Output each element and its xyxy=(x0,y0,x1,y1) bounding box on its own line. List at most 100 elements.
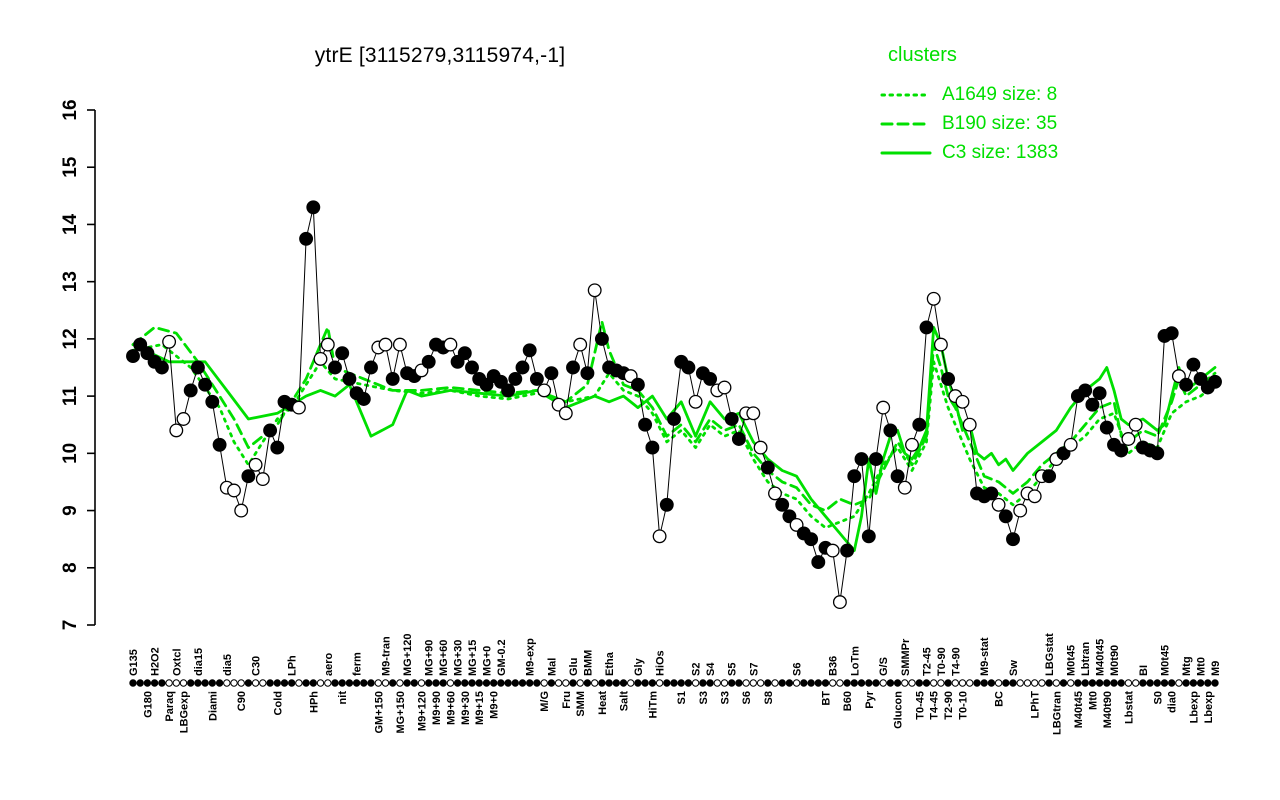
x-axis-label: MG+30 xyxy=(453,640,465,676)
data-point xyxy=(804,532,819,547)
x-axis-label: SMM xyxy=(575,691,587,717)
sample-marker xyxy=(865,679,873,687)
sample-marker xyxy=(1132,679,1140,687)
y-tick-label: 8 xyxy=(60,562,81,573)
data-point xyxy=(1006,532,1020,547)
data-point xyxy=(421,354,436,369)
data-point xyxy=(717,380,732,395)
data-point xyxy=(385,371,400,386)
x-axis-label: Diami xyxy=(207,691,219,721)
sample-marker xyxy=(201,679,209,687)
data-point xyxy=(897,480,912,495)
sample-marker xyxy=(619,679,628,687)
sample-marker xyxy=(785,679,794,687)
sample-marker xyxy=(1153,679,1162,687)
x-axis-label: G/S xyxy=(878,657,890,676)
x-axis-label: Lbexp xyxy=(1203,691,1215,724)
sample-marker xyxy=(230,679,238,687)
data-point xyxy=(746,406,761,421)
data-point xyxy=(573,337,588,352)
sample-marker xyxy=(944,679,952,687)
sample-marker-row xyxy=(129,679,1219,687)
x-axis-label: Salt xyxy=(619,691,631,712)
x-axis-label: dia0 xyxy=(1167,691,1179,713)
sample-marker xyxy=(295,679,303,687)
legend-entry-c3: C3 size: 1383 xyxy=(880,139,1210,167)
data-point xyxy=(594,331,609,346)
sample-marker xyxy=(691,679,700,687)
sample-marker xyxy=(150,679,159,687)
x-axis-label: T4-90 xyxy=(950,647,962,676)
data-point xyxy=(198,377,213,392)
sample-marker xyxy=(641,679,649,687)
data-point xyxy=(753,440,768,455)
data-point xyxy=(154,360,169,375)
x-axis-label: M9+90 xyxy=(431,691,443,725)
data-point xyxy=(515,360,530,375)
sample-marker xyxy=(987,679,996,687)
x-axis-label: M9 xyxy=(1210,661,1222,676)
data-point xyxy=(443,337,458,352)
sample-marker xyxy=(966,679,974,687)
dotted-line-icon xyxy=(880,93,932,97)
y-tick-label: 16 xyxy=(60,99,81,120)
data-point xyxy=(883,423,898,438)
sample-marker xyxy=(504,679,512,687)
data-point xyxy=(1186,357,1201,372)
x-axis-label: S3 xyxy=(720,691,732,704)
sample-marker xyxy=(179,679,188,687)
sample-marker xyxy=(309,679,317,687)
x-axis-label: MG+150 xyxy=(395,691,407,734)
data-point xyxy=(248,457,263,472)
y-tick-label: 10 xyxy=(60,443,81,464)
sample-marker xyxy=(468,679,476,687)
data-point xyxy=(328,360,342,375)
data-point xyxy=(457,346,472,361)
data-point xyxy=(847,469,862,484)
x-axis-label: Fru xyxy=(561,691,573,709)
sample-marker xyxy=(1045,679,1053,687)
sample-marker xyxy=(1002,679,1010,687)
data-point xyxy=(1150,446,1165,461)
sample-marker xyxy=(266,679,274,687)
sample-marker xyxy=(1117,679,1125,687)
x-axis-label: GM+150 xyxy=(373,691,385,734)
legend-label: A1649 size: 8 xyxy=(942,84,1058,105)
data-point xyxy=(998,509,1013,524)
solid-line-icon xyxy=(880,151,932,155)
data-point xyxy=(522,343,537,358)
sample-marker xyxy=(1023,679,1032,687)
data-point xyxy=(313,351,328,366)
data-point xyxy=(667,412,681,426)
sample-marker xyxy=(215,679,224,687)
data-point xyxy=(342,371,357,386)
x-axis-label: Heat xyxy=(597,691,609,715)
x-axis-label: HiOs xyxy=(655,650,667,676)
sample-marker xyxy=(324,679,332,687)
x-axis-label: LoTm xyxy=(849,646,861,676)
data-point xyxy=(1078,383,1093,398)
x-axis-label: Mal xyxy=(546,658,558,676)
data-point xyxy=(638,417,653,432)
sample-marker xyxy=(533,679,541,687)
sample-marker xyxy=(1146,679,1154,687)
y-axis: 7 8 9 10 11 12 13 14 15 16 xyxy=(60,99,96,630)
cluster-line-c3 xyxy=(131,325,1217,552)
y-tick-label: 12 xyxy=(60,328,81,349)
data-point xyxy=(991,497,1006,512)
sample-marker xyxy=(374,679,382,687)
x-axis-label: G180 xyxy=(142,691,154,718)
sample-marker xyxy=(1038,679,1046,687)
data-point xyxy=(854,452,869,467)
data-point xyxy=(356,392,371,406)
sample-marker xyxy=(728,679,736,687)
sample-marker xyxy=(1016,679,1024,687)
data-point xyxy=(955,394,970,409)
x-axis-label: M9-exp xyxy=(525,638,537,676)
sample-marker xyxy=(280,679,289,687)
data-point xyxy=(1121,432,1136,446)
x-axis-labels: G135 G180 H2O2 Paraq Oxtcl LBGexp dia15 Diami di… xyxy=(128,633,1222,735)
data-point xyxy=(212,437,227,452)
x-axis-label: ferm xyxy=(352,652,364,676)
data-point xyxy=(1099,420,1114,435)
